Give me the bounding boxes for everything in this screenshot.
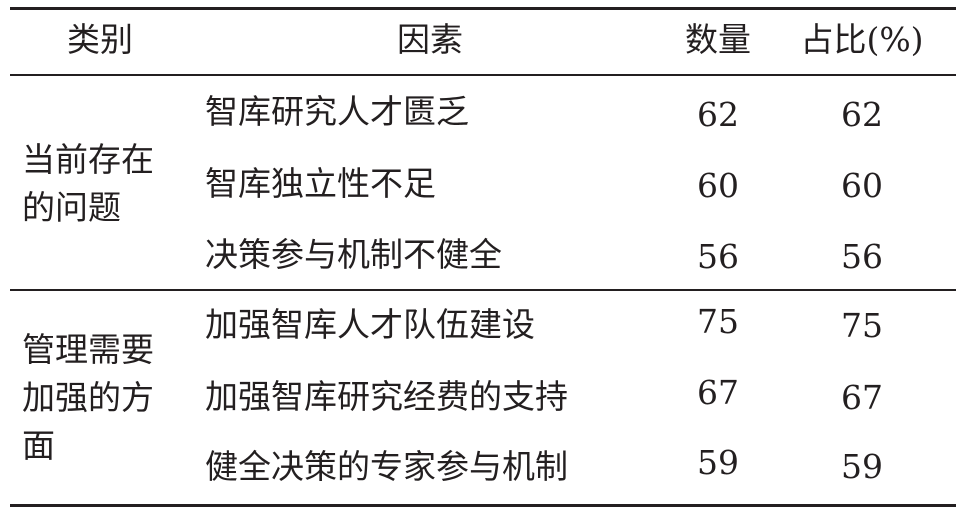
header-count: 数量	[685, 20, 751, 59]
count: 56	[697, 237, 739, 276]
factor: 健全决策的专家参与机制	[205, 447, 568, 486]
factor: 智库研究人才匮乏	[205, 92, 469, 131]
header-percent: 占比(%)	[800, 20, 924, 59]
percent: 75	[841, 306, 883, 345]
count: 60	[697, 166, 739, 205]
header-category: 类别	[67, 20, 133, 59]
header-rule	[10, 74, 956, 76]
percent: 56	[841, 237, 883, 276]
bottom-rule	[10, 504, 956, 507]
percent: 62	[841, 95, 883, 134]
percent: 67	[841, 378, 883, 417]
group-rule	[10, 289, 956, 291]
count: 59	[697, 443, 739, 482]
factor: 决策参与机制不健全	[205, 235, 502, 274]
percent: 59	[841, 447, 883, 486]
group-category: 当前存在的问题	[22, 140, 154, 227]
percent: 60	[841, 166, 883, 205]
group-category: 管理需要加强的方面	[22, 330, 154, 465]
factor: 加强智库人才队伍建设	[205, 305, 535, 344]
header-factor: 因素	[397, 20, 463, 59]
factor: 加强智库研究经费的支持	[205, 377, 568, 416]
top-rule	[10, 7, 956, 10]
count: 75	[697, 302, 739, 341]
count: 67	[697, 373, 739, 412]
factor: 智库独立性不足	[205, 164, 436, 203]
count: 62	[697, 95, 739, 134]
